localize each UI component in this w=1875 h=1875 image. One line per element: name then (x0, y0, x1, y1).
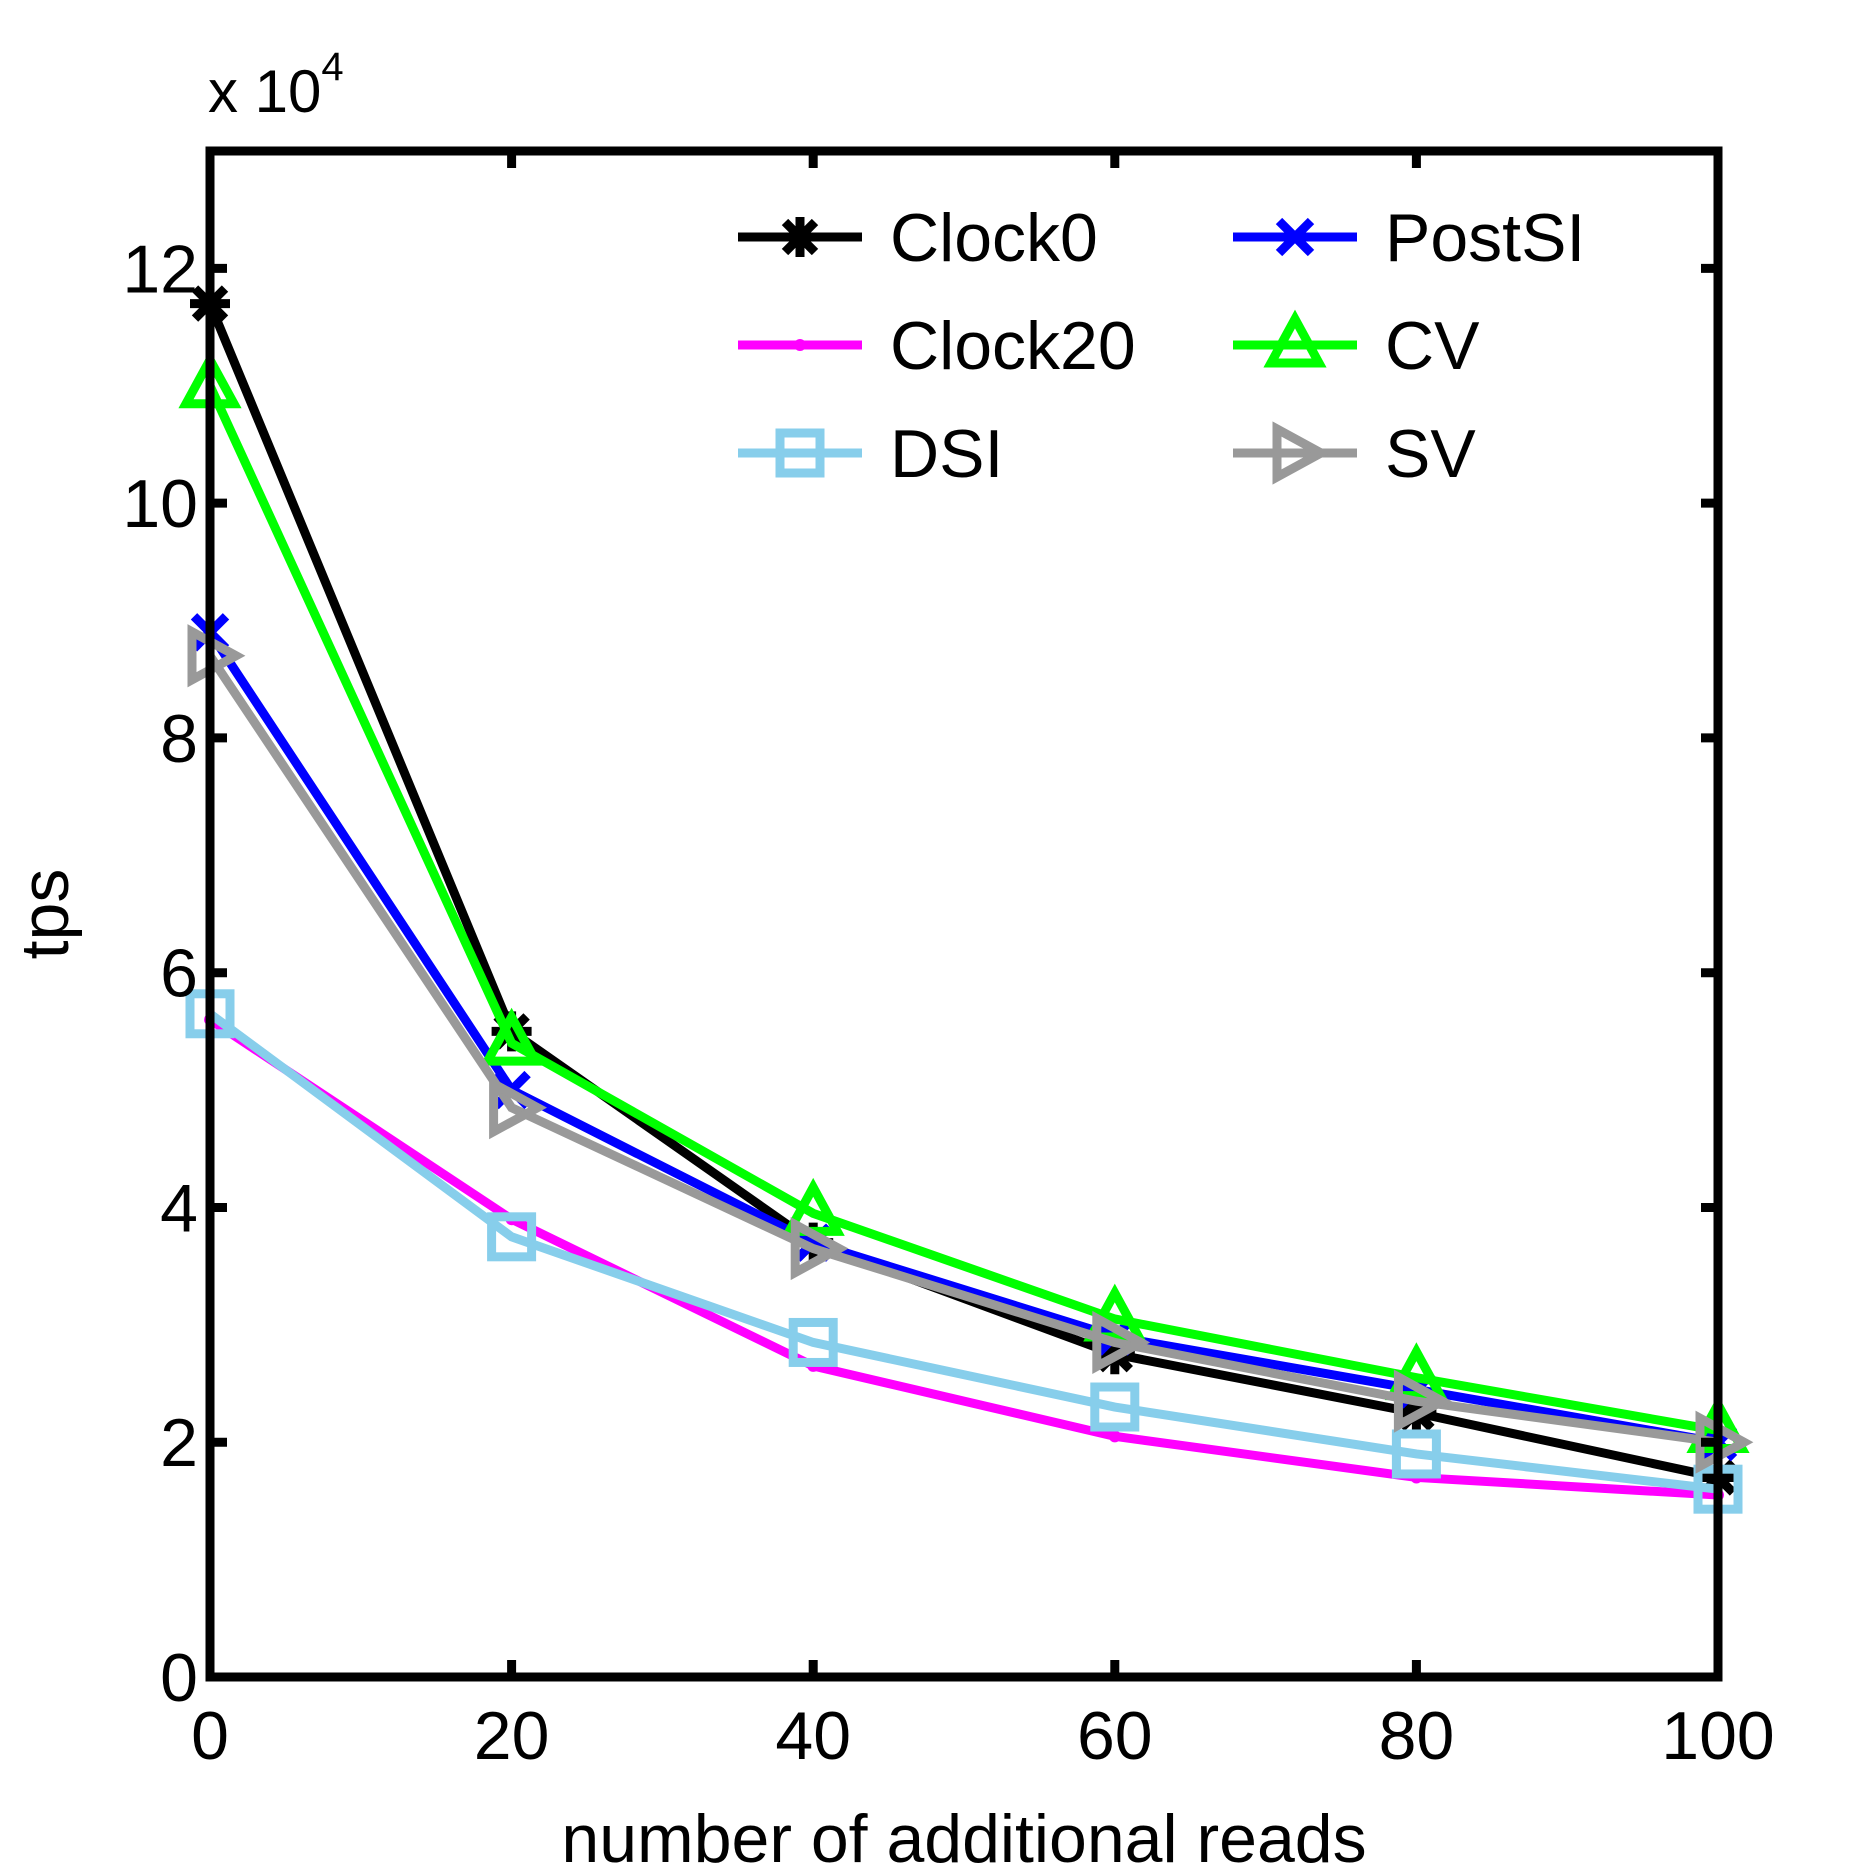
legend-marker-postsi (1275, 217, 1315, 257)
series-postsi (190, 613, 1738, 1462)
x-axis-label: number of additional reads (561, 1801, 1366, 1875)
y-multiplier-exponent: 4 (321, 45, 343, 89)
y-multiplier-base: x 10 (208, 58, 321, 125)
legend-label: DSI (890, 416, 1003, 492)
x-tick-label: 60 (1077, 1698, 1153, 1774)
data-point-cv (1083, 1283, 1147, 1342)
plot-frame (205, 146, 1723, 1682)
y-tick-label: 0 (160, 1640, 198, 1716)
legend-label: PostSI (1385, 200, 1585, 276)
legend-item-clock20: Clock20 (738, 308, 1136, 384)
y-axis-label: tps (7, 869, 83, 960)
data-point-cv (480, 1007, 544, 1066)
x-tick-label: 40 (775, 1698, 851, 1774)
legend-marker-sv (1272, 421, 1331, 485)
data-point-clock20 (1108, 1430, 1121, 1443)
y-tick-label: 8 (160, 701, 198, 777)
data-point-sv (1393, 1369, 1452, 1433)
legend-marker-dsi (775, 428, 825, 478)
legend-item-postsi: PostSI (1233, 200, 1585, 276)
legend-item-clock0: Clock0 (738, 200, 1098, 276)
data-point-sv (790, 1216, 849, 1281)
x-tick-label: 20 (474, 1698, 550, 1774)
series-line-clock20 (207, 1015, 1719, 1500)
legend-marker-clock20 (794, 339, 806, 351)
y-multiplier: x 104 (208, 45, 344, 125)
legend-item-sv: SV (1233, 416, 1476, 492)
legend: Clock0 PostSI Clock20 CV DSI SV (738, 200, 1585, 492)
y-tick-label: 4 (160, 1170, 198, 1246)
legend-item-cv: CV (1233, 308, 1480, 384)
data-point-cv (1384, 1342, 1448, 1401)
y-tick-label: 6 (160, 936, 198, 1012)
legend-marker-cv (1263, 309, 1327, 368)
series-line-cv (205, 383, 1719, 1435)
x-tick-label: 80 (1379, 1698, 1455, 1774)
data-point-sv (1092, 1310, 1151, 1375)
y-tick-label: 12 (122, 231, 198, 307)
x-tick-label: 0 (191, 1698, 229, 1774)
legend-label: Clock20 (890, 308, 1136, 384)
ticks-layer: 0 20 40 60 80 100 0 2 4 6 8 10 12 (122, 151, 1775, 1774)
data-point-dsi (788, 1317, 838, 1367)
legend-marker-clock0 (780, 217, 820, 257)
legend-label: CV (1385, 308, 1480, 384)
series-sv (187, 624, 1754, 1474)
legend-item-dsi: DSI (738, 416, 1003, 492)
series-line-postsi (206, 629, 1719, 1447)
data-point-sv (489, 1076, 547, 1140)
y-tick-label: 2 (160, 1405, 198, 1481)
series-line-sv (206, 653, 1719, 1447)
data-point-dsi (487, 1212, 537, 1262)
data-point-dsi (1090, 1382, 1140, 1432)
series-line-dsi (207, 1010, 1719, 1494)
legend-label: Clock0 (890, 200, 1098, 276)
legend-label: SV (1385, 416, 1476, 492)
x-tick-label: 100 (1661, 1698, 1774, 1774)
y-tick-label: 10 (122, 466, 198, 542)
data-point-dsi (1391, 1429, 1441, 1479)
